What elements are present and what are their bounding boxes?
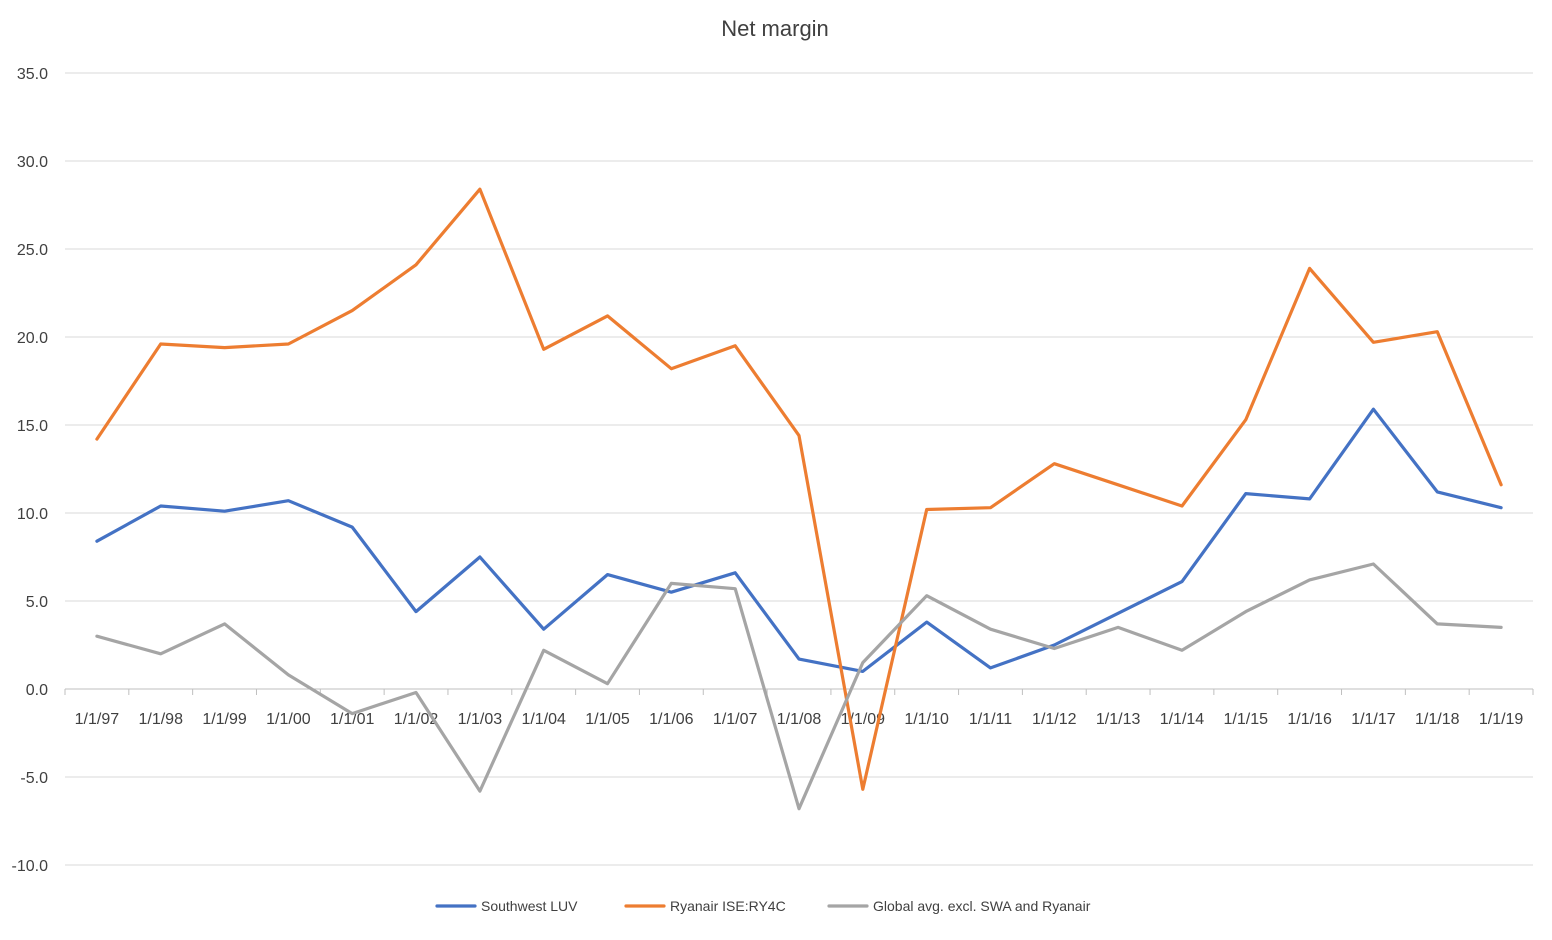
y-tick-label: 35.0: [17, 66, 48, 83]
x-tick-label: 1/1/11: [969, 711, 1012, 728]
x-tick-label: 1/1/07: [713, 711, 758, 728]
x-tick-label: 1/1/02: [394, 711, 439, 728]
y-tick-label: 20.0: [17, 330, 48, 347]
series-lines: [95, 187, 1503, 811]
y-axis: 35.0 30.0 25.0 20.0 15.0 10.0 5.0 0.0 -5.0 -10.0: [12, 66, 49, 875]
series-line-3: [95, 562, 1503, 811]
series-line-2: [95, 187, 1503, 791]
gridlines: [65, 72, 1533, 866]
y-tick-label: -10.0: [12, 858, 49, 875]
y-tick-label: 30.0: [17, 154, 48, 171]
x-tick-label: 1/1/98: [138, 711, 183, 728]
x-tick-label: 1/1/06: [649, 711, 694, 728]
legend-label: Southwest LUV: [481, 898, 578, 914]
legend-label: Ryanair ISE:RY4C: [670, 898, 786, 914]
x-tick-label: 1/1/10: [904, 711, 949, 728]
y-tick-label: 10.0: [17, 506, 48, 523]
y-tick-label: 25.0: [17, 242, 48, 259]
x-tick-label: 1/1/08: [777, 711, 822, 728]
series-line-1: [95, 407, 1503, 674]
y-tick-label: -5.0: [20, 770, 48, 787]
x-tick-label: 1/1/00: [266, 711, 311, 728]
x-tick-label: 1/1/05: [585, 711, 630, 728]
x-tick-label: 1/1/18: [1415, 711, 1460, 728]
x-tick-label: 1/1/19: [1479, 711, 1524, 728]
legend: Southwest LUV Ryanair ISE:RY4C Global avg.…: [435, 898, 1091, 914]
chart-title: Net margin: [721, 16, 829, 41]
x-tick-label: 1/1/97: [75, 711, 120, 728]
x-tick-label: 1/1/16: [1287, 711, 1332, 728]
x-tick-label: 1/1/13: [1096, 711, 1141, 728]
x-axis: 1/1/97 1/1/98 1/1/99 1/1/00 1/1/01 1/1/02 1/1/…: [64, 689, 1534, 728]
x-tick-label: 1/1/04: [521, 711, 566, 728]
y-tick-label: 5.0: [26, 594, 48, 611]
y-tick-label: 0.0: [26, 682, 48, 699]
x-tick-label: 1/1/17: [1351, 711, 1396, 728]
x-tick-label: 1/1/03: [458, 711, 503, 728]
x-tick-label: 1/1/99: [202, 711, 247, 728]
x-tick-label: 1/1/01: [330, 711, 375, 728]
legend-label: Global avg. excl. SWA and Ryanair: [873, 898, 1091, 914]
x-tick-label: 1/1/12: [1032, 711, 1077, 728]
x-tick-label: 1/1/14: [1160, 711, 1205, 728]
y-tick-label: 15.0: [17, 418, 48, 435]
x-tick-label: 1/1/15: [1224, 711, 1269, 728]
